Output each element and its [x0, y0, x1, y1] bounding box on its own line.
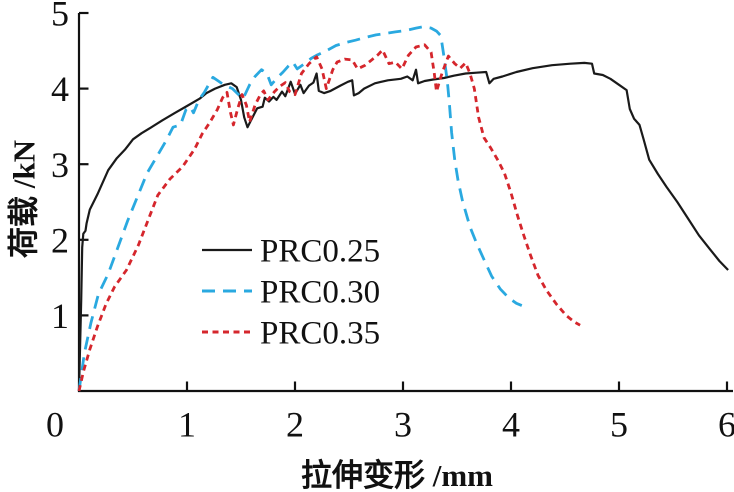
- y-tick-label: 3: [51, 145, 69, 185]
- curve-prc0.30: [77, 25, 523, 392]
- y-tick-label: 4: [51, 69, 69, 109]
- curve-prc0.25: [77, 61, 729, 392]
- x-tick-label: 1: [178, 405, 196, 445]
- x-tick-label: 3: [394, 405, 412, 445]
- y-tick-label: 2: [51, 220, 69, 260]
- legend-label-prc0.25: PRC0.25: [260, 234, 380, 270]
- x-tick-label: 5: [610, 405, 628, 445]
- x-tick-label: 2: [286, 405, 304, 445]
- y-tick-label: 5: [51, 0, 69, 34]
- axis-spines: [77, 13, 733, 393]
- legend-label-prc0.30: PRC0.30: [260, 275, 380, 311]
- legend-label-prc0.35: PRC0.35: [260, 316, 380, 352]
- curve-prc0.35: [77, 43, 581, 392]
- x-tick-label: 6: [718, 405, 734, 445]
- x-tick-label: 4: [502, 405, 520, 445]
- x-axis-title: 拉伸变形 /mm: [300, 458, 494, 492]
- origin-tick-label: 0: [46, 405, 64, 445]
- y-tick-label: 1: [51, 296, 69, 336]
- y-axis-title: 荷载 /kN: [6, 140, 42, 258]
